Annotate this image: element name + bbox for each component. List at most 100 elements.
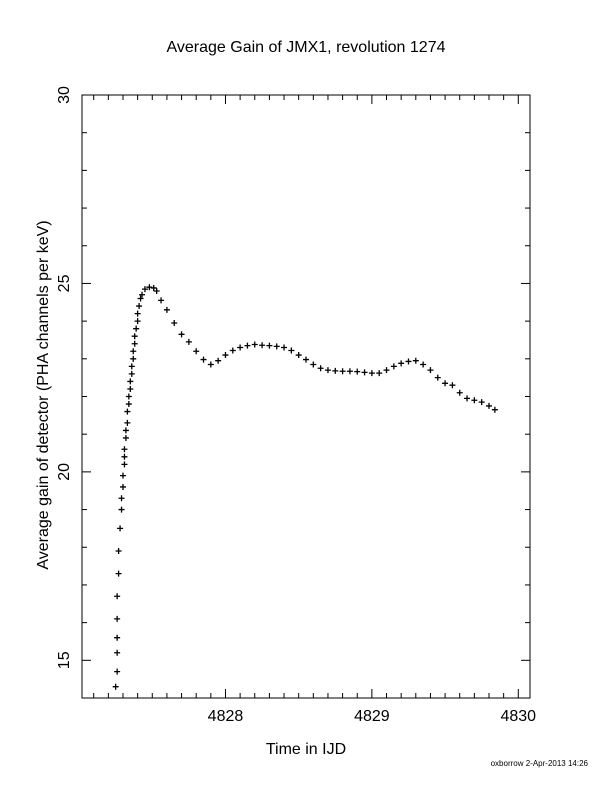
footer-timestamp: oxborrow 2-Apr-2013 14:26 (491, 759, 589, 768)
data-point (125, 393, 132, 400)
data-point (368, 370, 375, 377)
data-point (251, 341, 258, 348)
data-point (150, 284, 157, 291)
data-point (115, 548, 122, 555)
data-point (114, 668, 121, 675)
data-point (124, 408, 131, 415)
data-point (237, 344, 244, 351)
data-point (127, 385, 134, 392)
data-point (456, 389, 463, 396)
data-point (339, 368, 346, 375)
data-point (324, 367, 331, 374)
data-point (434, 374, 441, 381)
data-point (163, 306, 170, 313)
x-tick-label: 4828 (208, 708, 244, 725)
data-point (471, 397, 478, 404)
data-point (125, 401, 132, 408)
y-axis-label: Average gain of detector (PHA channels p… (35, 220, 52, 569)
data-point (114, 615, 121, 622)
data-point (420, 361, 427, 368)
data-point (273, 343, 280, 350)
data-point (127, 378, 134, 385)
data-point (139, 291, 146, 298)
data-point (136, 303, 143, 310)
data-point (449, 382, 456, 389)
data-point (295, 352, 302, 359)
data-point (412, 357, 419, 364)
data-point (128, 370, 135, 377)
data-point (346, 368, 353, 375)
data-point (115, 570, 122, 577)
chart-title: Average Gain of JMX1, revolution 1274 (167, 39, 446, 56)
data-point (119, 483, 126, 490)
data-point (131, 340, 138, 347)
data-point (114, 649, 121, 656)
data-point (128, 363, 135, 370)
data-series (112, 284, 498, 690)
data-point (122, 434, 129, 441)
data-point (266, 342, 273, 349)
data-point (288, 347, 295, 354)
y-tick-label: 30 (56, 86, 73, 104)
x-axis-label: Time in IJD (266, 741, 346, 758)
data-point (171, 320, 178, 327)
data-point (134, 318, 141, 325)
data-point (118, 495, 125, 502)
data-point (130, 355, 137, 362)
data-point (464, 395, 471, 402)
data-point (119, 472, 126, 479)
data-point (317, 365, 324, 372)
data-point (193, 348, 200, 355)
data-point (134, 310, 141, 317)
data-point (229, 347, 236, 354)
data-point (361, 369, 368, 376)
data-point (427, 367, 434, 374)
data-point (114, 634, 121, 641)
data-point (137, 295, 144, 302)
data-point (200, 356, 207, 363)
data-point (398, 360, 405, 367)
x-tick-label: 4829 (354, 708, 390, 725)
y-tick-label: 20 (56, 463, 73, 481)
data-point (185, 338, 192, 345)
data-point (376, 370, 383, 377)
data-point (354, 368, 361, 375)
data-point (486, 402, 493, 409)
plot-frame (81, 94, 531, 699)
data-point (121, 446, 128, 453)
data-point (122, 427, 129, 434)
data-point (114, 593, 121, 600)
data-point (112, 683, 119, 690)
data-point (158, 297, 165, 304)
x-axis: 4828 4829 4830 (93, 95, 536, 725)
data-point (383, 367, 390, 374)
y-tick-label: 15 (56, 651, 73, 669)
data-point (146, 284, 153, 291)
data-point (310, 361, 317, 368)
data-point (303, 356, 309, 363)
data-point (121, 461, 128, 468)
data-point (332, 367, 339, 374)
data-point (442, 380, 449, 387)
data-point (281, 344, 288, 351)
data-point (207, 361, 214, 368)
data-point (405, 358, 412, 365)
data-point (491, 406, 498, 413)
data-point (390, 363, 397, 370)
data-point (121, 453, 128, 460)
data-point (478, 399, 485, 406)
data-point (118, 506, 125, 513)
data-point (141, 286, 148, 293)
x-tick-label: 4830 (500, 708, 536, 725)
data-point (117, 525, 124, 532)
data-point (124, 419, 131, 426)
data-point (244, 342, 251, 349)
data-point (131, 333, 138, 340)
data-point (259, 342, 266, 349)
y-axis: 15 20 25 30 (56, 86, 530, 699)
y-tick-label: 25 (56, 274, 73, 292)
data-point (222, 352, 229, 359)
data-point (133, 325, 140, 332)
data-point (130, 348, 137, 355)
